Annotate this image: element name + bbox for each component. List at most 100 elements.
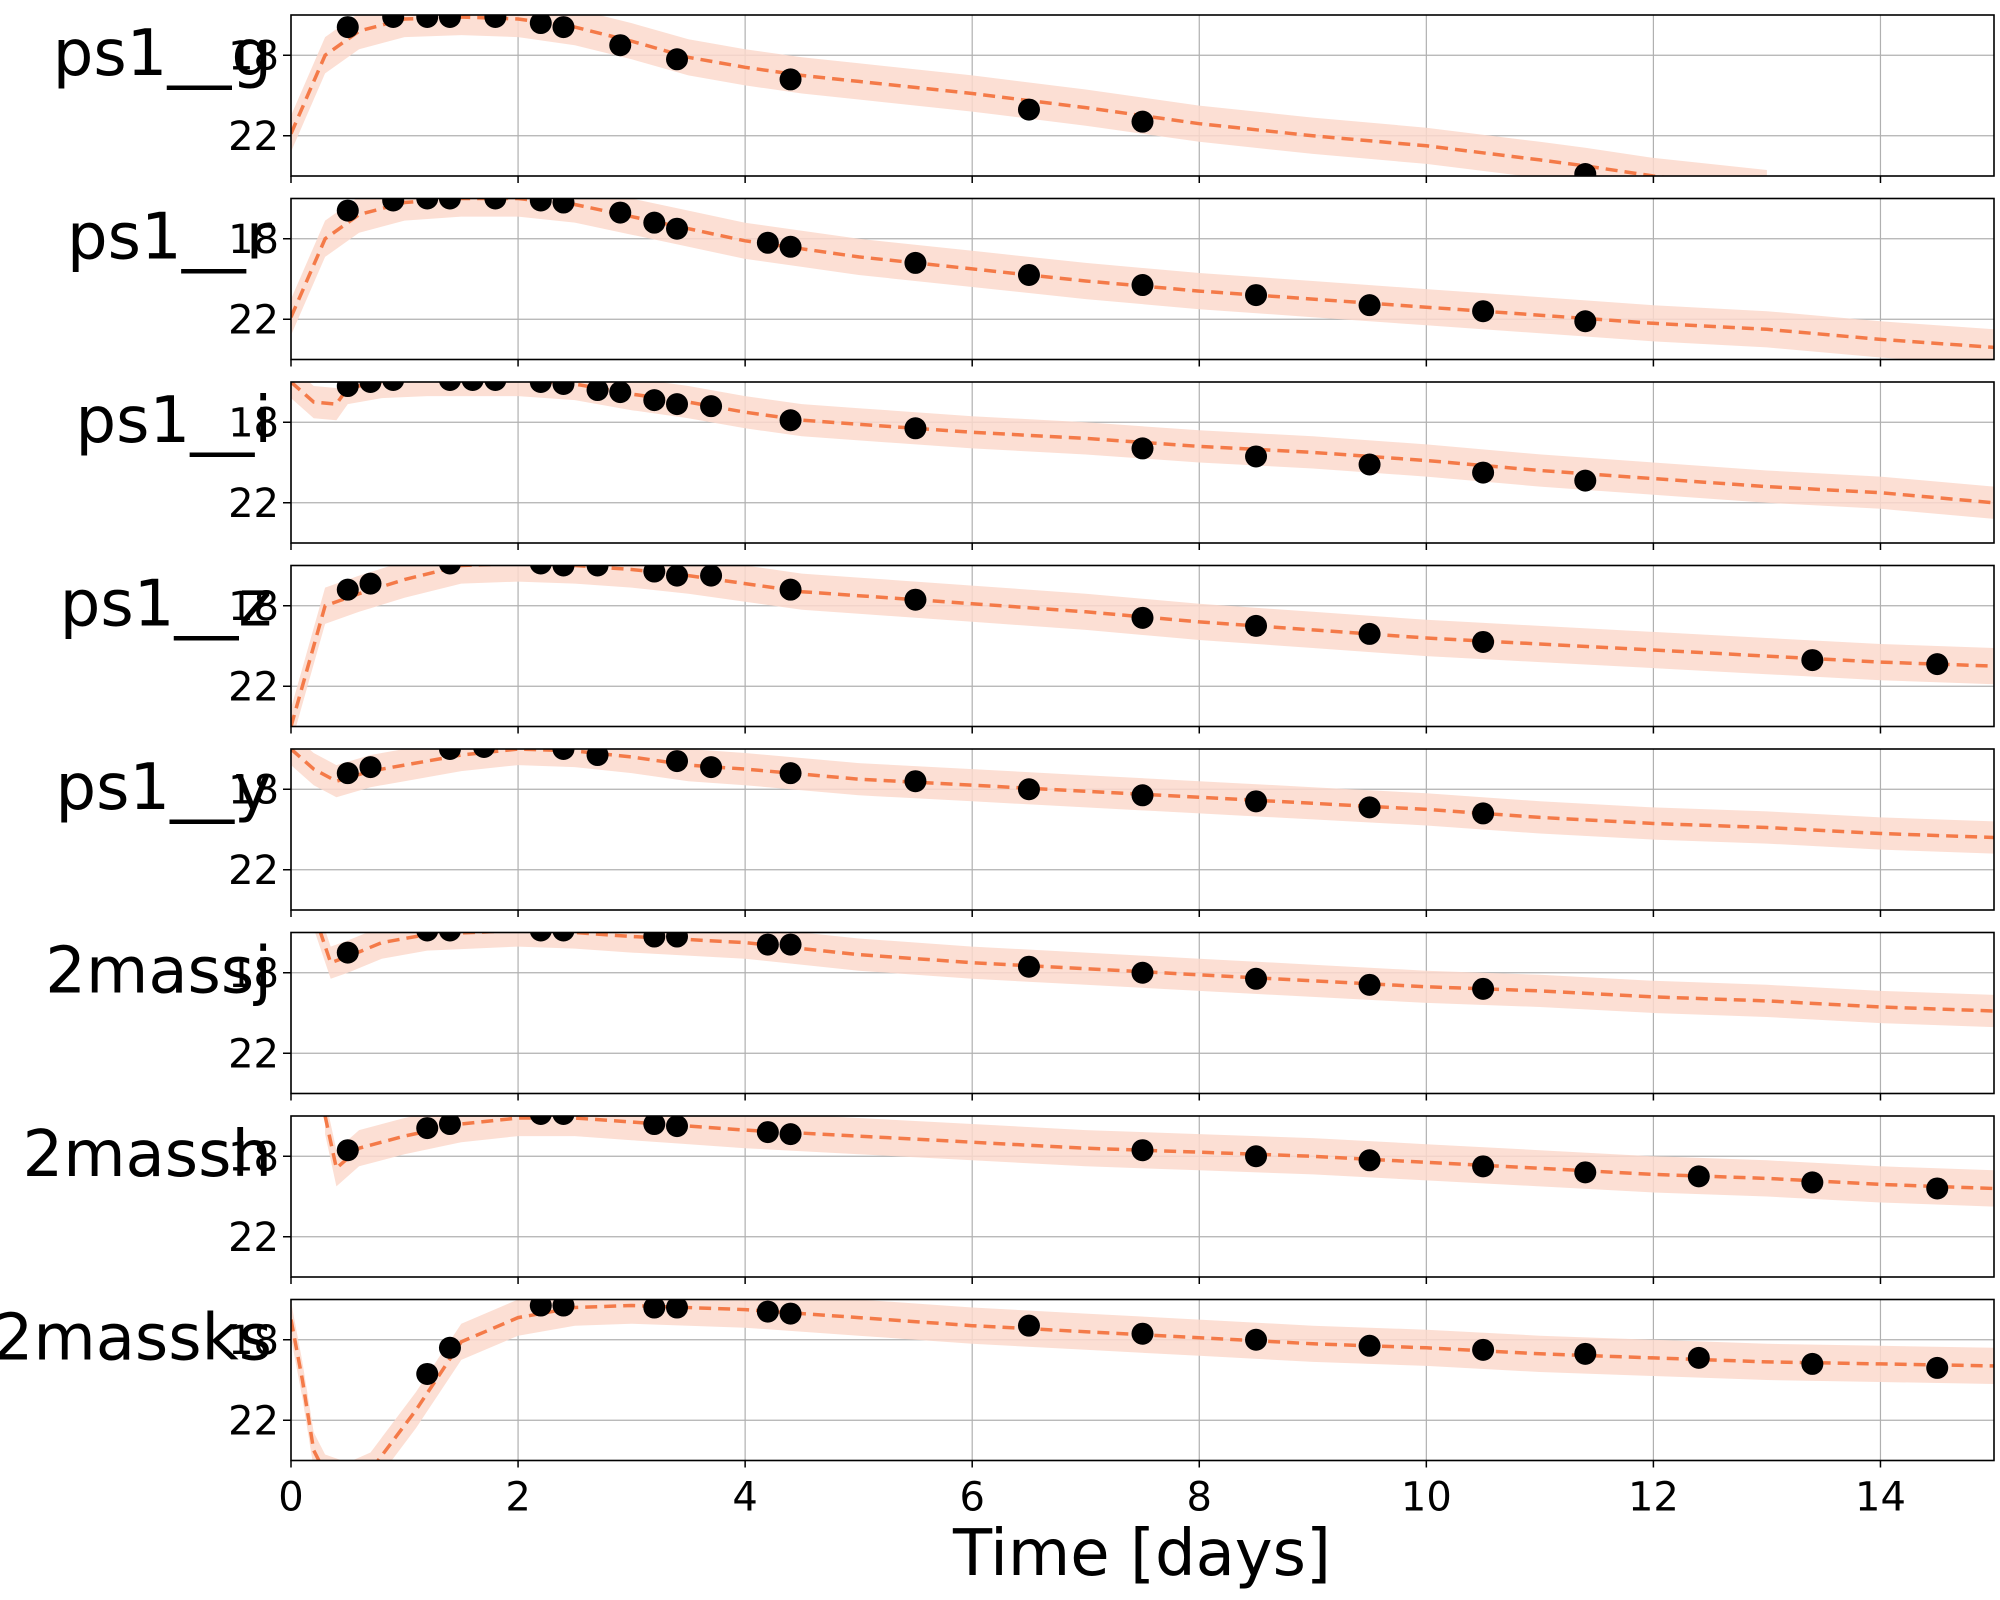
data-point xyxy=(552,1116,575,1125)
data-point xyxy=(1358,622,1381,645)
x-tick-label: 6 xyxy=(959,1475,984,1521)
plot-area xyxy=(291,15,1767,176)
data-point xyxy=(1245,284,1268,307)
panel-label: ps1__r xyxy=(67,201,273,275)
data-point xyxy=(666,393,689,416)
data-point xyxy=(484,382,507,391)
y-tick-label: 18 xyxy=(228,1134,279,1180)
y-tick-label: 18 xyxy=(228,951,279,997)
data-point xyxy=(666,1299,689,1319)
data-point xyxy=(1131,110,1154,133)
panel-ps1__i: 18 22 ps1__i xyxy=(76,381,1995,550)
data-point xyxy=(336,578,359,601)
data-point xyxy=(1472,1338,1495,1361)
data-point xyxy=(1472,630,1495,653)
data-point xyxy=(643,1116,666,1136)
x-tick-label: 2 xyxy=(505,1475,530,1521)
data-point xyxy=(1131,437,1154,460)
data-point xyxy=(1801,1352,1824,1375)
data-point xyxy=(552,749,575,760)
data-point xyxy=(1472,461,1495,484)
panel-label: ps1__g xyxy=(53,17,272,91)
data-point xyxy=(529,1299,552,1317)
data-point xyxy=(1926,1356,1949,1379)
data-point xyxy=(1574,162,1597,176)
data-point xyxy=(461,382,484,391)
panel-frame xyxy=(290,14,1995,177)
plot-area xyxy=(315,932,1994,1028)
data-point xyxy=(438,749,461,760)
data-point xyxy=(1574,1161,1597,1184)
panel-frame xyxy=(290,197,1995,361)
panel-ps1__z: 18 22 ps1__z xyxy=(60,564,1995,734)
data-point xyxy=(1358,973,1381,996)
data-point xyxy=(359,572,382,595)
data-point xyxy=(1687,1346,1710,1369)
model-uncertainty-band xyxy=(291,565,1994,727)
data-point xyxy=(1017,955,1040,978)
data-point xyxy=(779,578,802,601)
data-point xyxy=(552,565,575,577)
data-point xyxy=(529,198,552,212)
model-line xyxy=(291,198,1994,350)
data-point xyxy=(779,1123,802,1146)
data-point xyxy=(438,15,461,29)
x-tick-label: 0 xyxy=(278,1475,303,1521)
data-point xyxy=(1574,310,1597,333)
data-point xyxy=(529,565,552,575)
data-point xyxy=(1358,1149,1381,1172)
data-point xyxy=(756,1300,779,1323)
data-point xyxy=(1358,796,1381,819)
data-point xyxy=(609,201,632,224)
plot-area xyxy=(291,565,1994,727)
plot-area xyxy=(291,198,1994,360)
data-point xyxy=(904,588,927,611)
data-point xyxy=(438,1116,461,1136)
data-point xyxy=(666,565,689,587)
panel-label: 2massj xyxy=(45,935,272,1009)
x-tick-label: 4 xyxy=(732,1475,757,1521)
data-point xyxy=(416,15,439,29)
panel-label: ps1__z xyxy=(60,568,272,642)
data-point xyxy=(643,1299,666,1319)
data-point xyxy=(1245,1328,1268,1351)
y-tick-label: 18 xyxy=(228,584,279,630)
model-uncertainty-band xyxy=(315,932,1994,1028)
data-point xyxy=(700,756,723,779)
data-point xyxy=(1358,1334,1381,1357)
data-point xyxy=(484,15,507,29)
data-point xyxy=(1801,649,1824,672)
y-tick-label: 18 xyxy=(228,400,279,446)
y-tick-label: 18 xyxy=(228,217,279,263)
model-uncertainty-band xyxy=(325,1116,1994,1207)
data-point xyxy=(1131,606,1154,629)
data-point xyxy=(586,749,609,767)
grid xyxy=(290,15,1994,176)
panel-label: ps1__y xyxy=(55,751,272,825)
data-point xyxy=(1245,1145,1268,1168)
data-point xyxy=(779,235,802,258)
data-point xyxy=(473,749,495,758)
data-point xyxy=(529,932,552,942)
data-point xyxy=(779,762,802,785)
data-point xyxy=(1926,653,1949,676)
data-point xyxy=(904,770,927,793)
panel-frame xyxy=(290,381,1995,544)
model-line xyxy=(291,749,1994,840)
data-point xyxy=(1131,274,1154,297)
data-point xyxy=(904,251,927,274)
plot-area xyxy=(323,1116,1994,1207)
data-point xyxy=(552,382,575,396)
data-point xyxy=(1801,1171,1824,1194)
data-point xyxy=(336,16,359,39)
data-point xyxy=(484,198,507,210)
data-point xyxy=(1131,1322,1154,1345)
data-point xyxy=(359,382,382,393)
panel-label: 2massh xyxy=(22,1118,272,1192)
data-point xyxy=(439,382,461,391)
data-point xyxy=(779,1302,802,1325)
data-point xyxy=(552,1299,575,1317)
data-point xyxy=(700,565,723,587)
data-point xyxy=(1245,445,1268,468)
